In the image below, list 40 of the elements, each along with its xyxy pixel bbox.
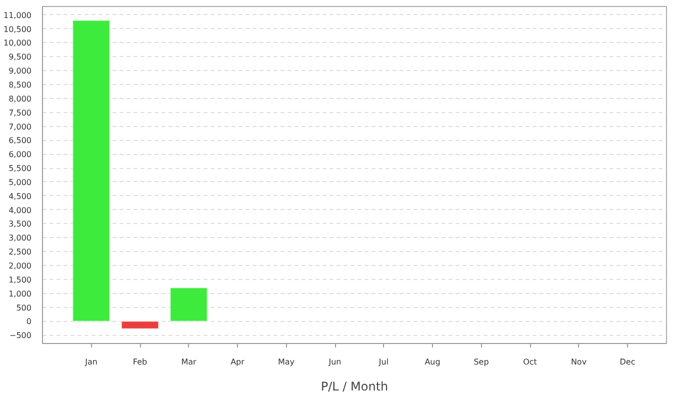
x-tick-label: Mar [181, 358, 198, 366]
bar [72, 20, 110, 322]
x-tick-label: Aug [424, 358, 440, 366]
y-tick-label: −500 [10, 331, 32, 340]
y-tick-label: 2,000 [8, 262, 32, 271]
y-tick-label: 2,500 [8, 248, 32, 257]
x-tick-label: Jun [328, 358, 342, 366]
y-tick-label: 1,500 [8, 275, 32, 284]
x-tick-label: Sep [474, 358, 489, 366]
y-tick-label: 10,000 [4, 38, 32, 48]
x-tick-label: Feb [132, 358, 148, 366]
bar [120, 320, 160, 330]
x-tick-label: May [278, 358, 295, 366]
y-tick-label: 8,000 [8, 94, 32, 104]
y-tick-label: 3,000 [8, 234, 32, 243]
x-tick-label: Jul [378, 358, 389, 366]
y-tick-label: 4,000 [8, 206, 32, 215]
x-tick-label: Nov [570, 358, 587, 366]
y-tick-label: 7,500 [8, 108, 32, 118]
y-tick-label: 9,000 [8, 66, 32, 76]
x-tick-label: Jan [84, 358, 98, 366]
y-tick-label: 4,500 [8, 192, 32, 201]
y-tick-label: 5,500 [8, 164, 32, 174]
x-tick-label: Apr [230, 358, 246, 366]
x-axis-title: P/L / Month [320, 380, 388, 394]
y-tick-label: 7,000 [8, 122, 32, 132]
y-tick-label: 5,000 [8, 178, 32, 187]
y-tick-label: 10,500 [4, 24, 32, 34]
y-tick-label: 9,500 [8, 52, 32, 62]
y-tick-label: 6,000 [8, 150, 32, 160]
y-tick-label: 6,500 [8, 136, 32, 146]
y-tick-label: 11,000 [4, 10, 32, 20]
bar [170, 287, 208, 322]
y-tick-label: 8,500 [8, 80, 32, 90]
y-tick-label: 0 [26, 317, 32, 326]
x-tick-label: Dec [620, 358, 636, 366]
y-tick-label: 500 [16, 303, 32, 312]
y-tick-label: 1,000 [8, 289, 32, 298]
y-tick-label: 3,500 [8, 220, 32, 229]
x-tick-label: Oct [523, 358, 537, 366]
